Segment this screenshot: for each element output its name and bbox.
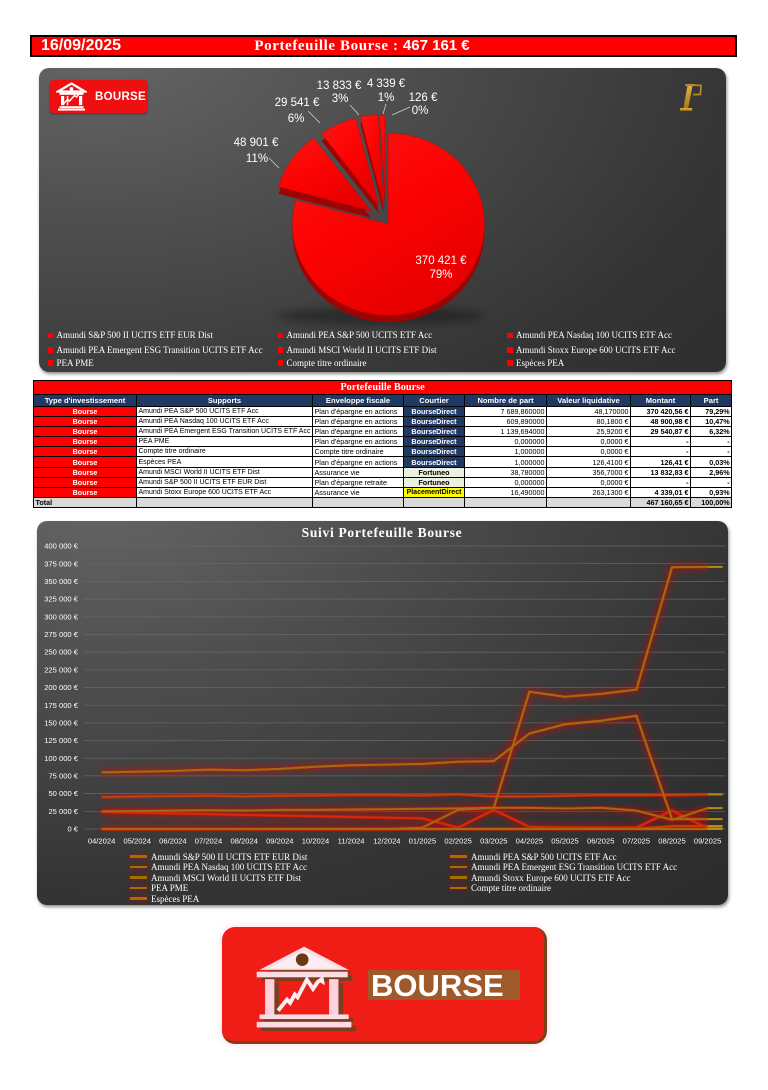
svg-text:12/2024: 12/2024 [373,837,400,846]
svg-text:0%: 0% [412,105,429,117]
svg-text:07/2025: 07/2025 [623,837,650,846]
svg-text:200 000 €: 200 000 € [44,683,79,692]
svg-text:25 000 €: 25 000 € [48,807,78,816]
svg-text:10/2024: 10/2024 [302,837,329,846]
svg-text:13 833 €: 13 833 € [317,80,362,92]
svg-text:09/2024: 09/2024 [266,837,293,846]
svg-text:08/2024: 08/2024 [230,837,257,846]
svg-text:11/2024: 11/2024 [338,837,365,846]
svg-text:03/2025: 03/2025 [480,837,507,846]
svg-text:01/2025: 01/2025 [409,837,436,846]
svg-text:350 000 €: 350 000 € [44,577,79,586]
svg-text:100 000 €: 100 000 € [44,754,79,763]
svg-text:370 421 €: 370 421 € [415,255,467,267]
svg-text:125 000 €: 125 000 € [44,736,79,745]
svg-text:3%: 3% [332,93,349,105]
svg-text:09/2025: 09/2025 [694,837,721,846]
svg-text:04/2025: 04/2025 [516,837,543,846]
svg-text:4 339 €: 4 339 € [367,78,406,90]
svg-text:50 000 €: 50 000 € [48,789,78,798]
svg-text:05/2024: 05/2024 [123,837,150,846]
svg-text:0 €: 0 € [67,825,78,834]
svg-text:48 901 €: 48 901 € [234,137,279,149]
svg-text:79%: 79% [429,269,452,281]
svg-text:126 €: 126 € [409,92,438,104]
svg-text:375 000 €: 375 000 € [44,559,79,568]
svg-text:6%: 6% [288,113,305,125]
svg-text:05/2025: 05/2025 [551,837,578,846]
svg-text:325 000 €: 325 000 € [44,595,79,604]
svg-text:06/2025: 06/2025 [587,837,614,846]
svg-text:04/2024: 04/2024 [88,837,115,846]
svg-text:75 000 €: 75 000 € [48,772,78,781]
svg-text:07/2024: 07/2024 [195,837,222,846]
svg-text:Suivi Portefeuille Bourse: Suivi Portefeuille Bourse [302,525,463,540]
svg-text:275 000 €: 275 000 € [44,630,79,639]
svg-text:300 000 €: 300 000 € [44,612,79,621]
svg-text:11%: 11% [246,153,268,165]
svg-text:225 000 €: 225 000 € [44,665,79,674]
svg-text:150 000 €: 150 000 € [44,719,79,728]
svg-text:08/2025: 08/2025 [658,837,685,846]
svg-text:02/2025: 02/2025 [444,837,471,846]
svg-text:175 000 €: 175 000 € [44,701,79,710]
svg-text:250 000 €: 250 000 € [44,648,79,657]
svg-text:400 000 €: 400 000 € [44,542,79,551]
svg-text:1%: 1% [378,92,395,104]
svg-text:29 541 €: 29 541 € [275,97,320,109]
svg-text:06/2024: 06/2024 [159,837,186,846]
